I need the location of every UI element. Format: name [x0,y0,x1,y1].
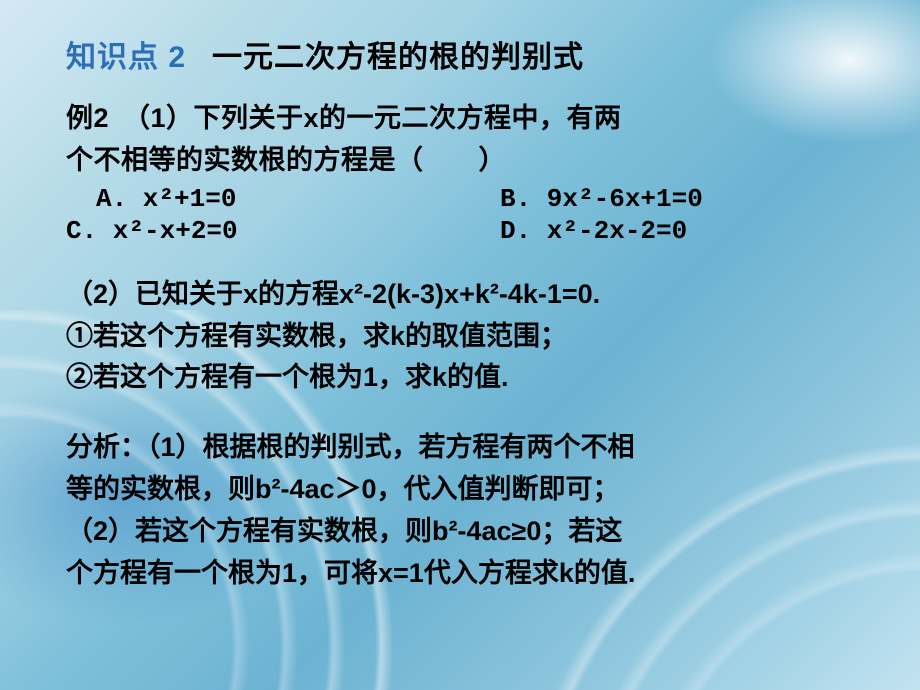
analysis-line3: （2）若这个方程有实数根，则b²-4ac≥0；若这 [66,511,854,553]
analysis-line4: 个方程有一个根为1，可将x=1代入方程求k的值. [66,553,854,595]
slide: 知识点 2 一元二次方程的根的判别式 例2 （1）下列关于x的一元二次方程中，有… [0,0,920,690]
example-line1: 例2 （1）下列关于x的一元二次方程中，有两 [66,98,854,140]
analysis-line2: 等的实数根，则b²-4ac＞0，代入值判断即可； [66,469,854,511]
choice-d: D. x²-2x-2=0 [470,216,854,246]
part2-line2: ①若这个方程有实数根，求k的取值范围； [66,316,854,358]
choice-grid: A. x²+1=0 B. 9x²-6x+1=0 C. x²-x+2=0 D. x… [66,184,854,246]
kpoint-title: 一元二次方程的根的判别式 [212,32,584,76]
analysis-line1: 分析：（1）根据根的判别式，若方程有两个不相 [66,427,854,469]
example-line2: 个不相等的实数根的方程是（ ） [66,140,854,182]
analysis-block: 分析：（1）根据根的判别式，若方程有两个不相 等的实数根，则b²-4ac＞0，代… [66,427,854,594]
example-question: 例2 （1）下列关于x的一元二次方程中，有两 个不相等的实数根的方程是（ ） [66,98,854,182]
choice-c: C. x²-x+2=0 [66,216,450,246]
kpoint-row: 知识点 2 一元二次方程的根的判别式 [66,32,854,76]
part2-line1: （2）已知关于x的方程x²-2(k-3)x+k²-4k-1=0. [66,274,854,316]
part2-block: （2）已知关于x的方程x²-2(k-3)x+k²-4k-1=0. ①若这个方程有… [66,274,854,400]
choice-b: B. 9x²-6x+1=0 [470,184,854,214]
choice-a: A. x²+1=0 [66,184,450,214]
kpoint-label: 知识点 2 [66,32,186,76]
content-wrapper: 知识点 2 一元二次方程的根的判别式 例2 （1）下列关于x的一元二次方程中，有… [66,32,854,595]
part2-line3: ②若这个方程有一个根为1，求k的值. [66,357,854,399]
